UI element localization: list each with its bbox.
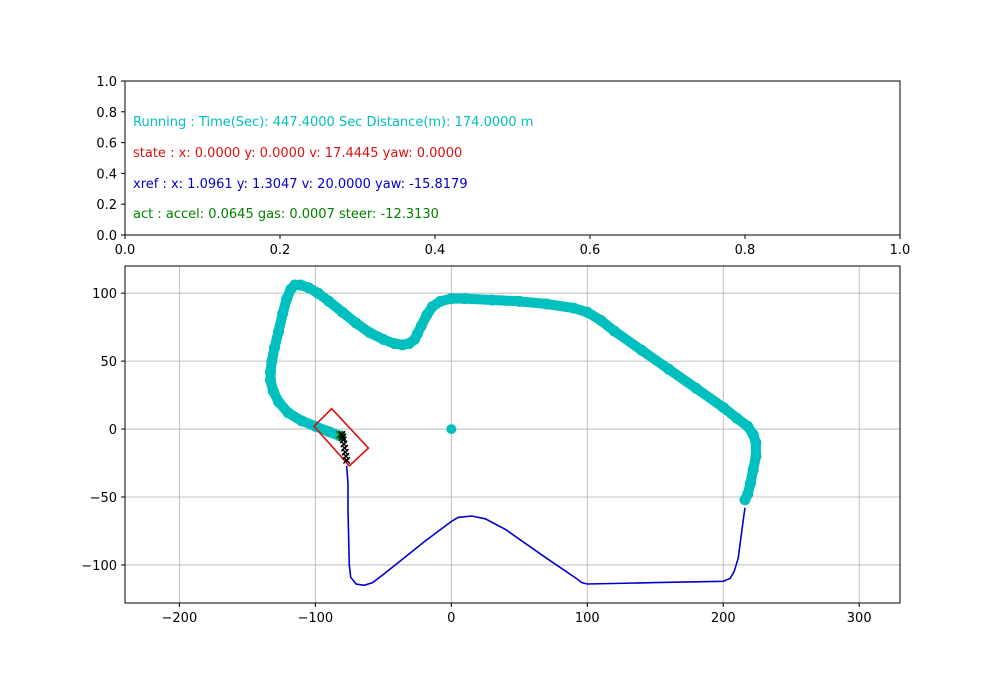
track-point [742, 420, 754, 432]
track-point [264, 366, 276, 378]
x-tick-label: 300 [847, 611, 872, 626]
info-y-tick-label: 0.8 [96, 106, 117, 121]
track-point [337, 306, 349, 318]
info-x-tick-label: 0.4 [425, 243, 446, 258]
info-axes: 0.0 0.2 0.4 0.6 0.8 1.0 0.0 0.2 0.4 0.6 0.8 1.0 Ru… [96, 75, 910, 258]
x-tick-label: 200 [711, 611, 736, 626]
y-tick-label: 50 [100, 355, 117, 370]
track-point [281, 293, 293, 305]
trajectory-axes-frame [124, 265, 901, 604]
info-x-tick-label: 0.2 [270, 243, 291, 258]
track-point [264, 374, 276, 386]
y-tick-label: 100 [92, 287, 117, 302]
track-point [269, 342, 281, 354]
track-point [690, 382, 702, 394]
track-point [364, 327, 376, 339]
track-point [750, 437, 762, 449]
track-point [663, 363, 675, 375]
x-tick-label: 0 [447, 611, 455, 626]
track-point [273, 396, 285, 408]
track-point [568, 302, 580, 314]
track-point [323, 295, 335, 307]
y-tick-label: 0 [109, 423, 117, 438]
track-point [717, 401, 729, 413]
info-x-tick-label: 0.0 [115, 243, 136, 258]
track-point [323, 426, 335, 438]
track-point [636, 344, 648, 356]
ref-points [338, 430, 351, 465]
reference-path-line [345, 465, 746, 587]
info-y-tick-label: 0.2 [96, 198, 117, 213]
ref-point [338, 430, 346, 439]
info-y-ticks: 0.0 0.2 0.4 0.6 0.8 1.0 [96, 75, 125, 244]
track-point [312, 287, 324, 299]
main-x-ticks: −200 −100 0 100 200 300 [162, 603, 872, 626]
track-point [739, 494, 751, 506]
track-point [595, 314, 607, 326]
info-y-tick-label: 0.4 [96, 167, 117, 182]
track-point [411, 328, 423, 340]
track-point [434, 295, 446, 307]
track-point [744, 477, 756, 489]
track-point [486, 294, 498, 306]
info-x-tick-label: 0.6 [580, 243, 601, 258]
track-point [350, 317, 362, 329]
info-axes-frame [124, 80, 901, 236]
track-point [747, 464, 759, 476]
info-line-state: state : x: 0.0000 y: 0.0000 v: 17.4445 y… [133, 146, 462, 161]
track-point [581, 306, 593, 318]
track-point [277, 308, 289, 320]
info-line-running: Running : Time(Sec): 447.4000 Sec Distan… [133, 115, 533, 130]
track-point [415, 320, 427, 332]
track-dots [264, 279, 762, 506]
y-tick-label: −50 [90, 491, 117, 506]
info-line-act: act : accel: 0.0645 gas: 0.0007 steer: -… [133, 207, 439, 222]
info-y-tick-label: 0.0 [96, 229, 117, 244]
track-point [750, 450, 762, 462]
main-y-ticks: −100 −50 0 50 100 [81, 287, 125, 574]
track-point [513, 295, 525, 307]
track-point [266, 355, 278, 367]
track-point [459, 293, 471, 305]
info-line-xref: xref : x: 1.0961 y: 1.3047 v: 20.0000 ya… [133, 177, 468, 192]
info-y-tick-label: 1.0 [96, 75, 117, 90]
y-tick-label: −100 [81, 559, 117, 574]
vehicle-box [312, 407, 370, 467]
x-tick-label: 100 [575, 611, 600, 626]
track-point [445, 293, 457, 305]
track-point [388, 337, 400, 349]
track-point [296, 415, 308, 427]
track-point [303, 282, 315, 294]
info-x-tick-label: 1.0 [890, 243, 911, 258]
origin-marker [446, 424, 457, 435]
track-point [421, 309, 433, 321]
track-point [426, 301, 438, 313]
track-point [377, 333, 389, 345]
x-tick-label: −200 [162, 611, 198, 626]
info-y-tick-label: 0.6 [96, 137, 117, 152]
track-point [731, 412, 743, 424]
track-point [267, 385, 279, 397]
track-point [273, 325, 285, 337]
track-point [309, 420, 321, 432]
main-grid [125, 266, 900, 603]
track-point [608, 325, 620, 337]
trajectory-axes: −200 −100 0 100 200 300 −100 −50 0 50 100 [81, 265, 901, 626]
x-tick-label: −100 [297, 611, 333, 626]
track-point [282, 407, 294, 419]
info-x-ticks: 0.0 0.2 0.4 0.6 0.8 1.0 [115, 235, 911, 258]
track-point [540, 298, 552, 310]
info-x-tick-label: 0.8 [735, 243, 756, 258]
